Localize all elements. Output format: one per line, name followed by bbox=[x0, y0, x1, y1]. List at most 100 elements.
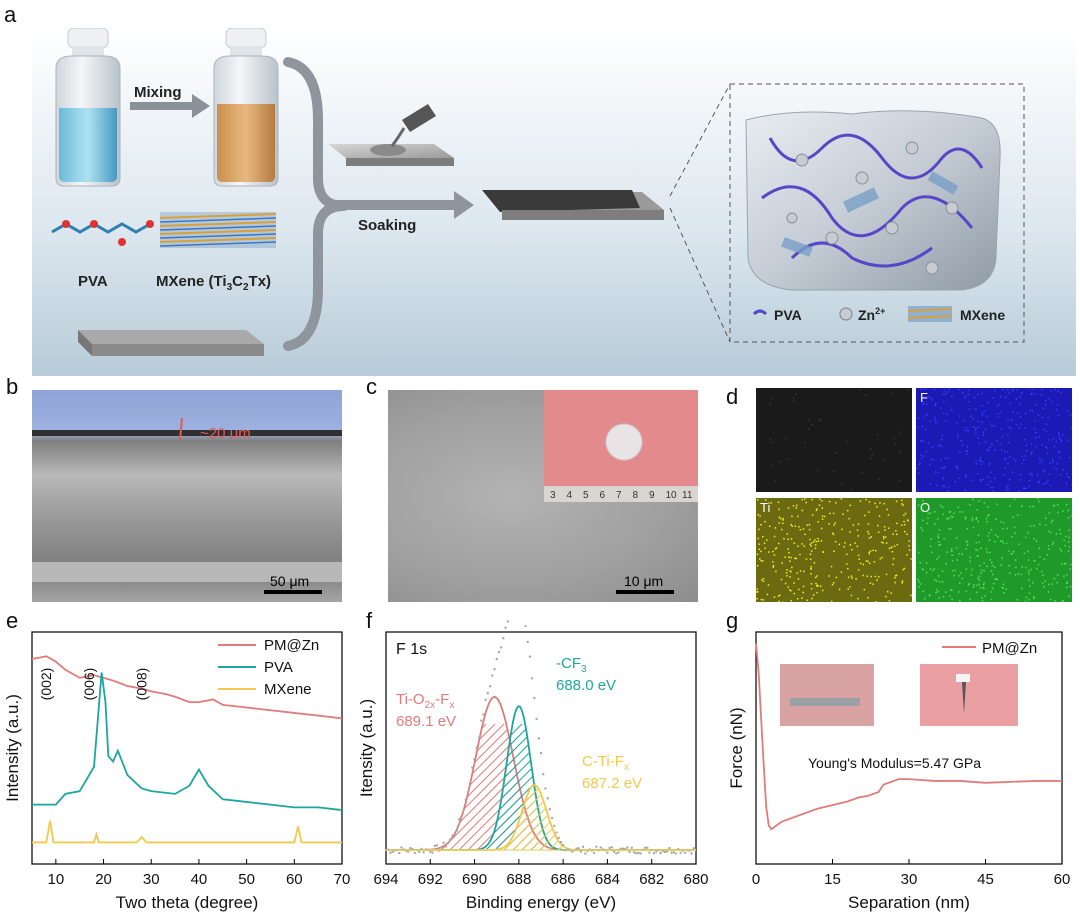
x-axis-label: Separation (nm) bbox=[848, 893, 970, 912]
data-point bbox=[617, 851, 620, 854]
panel-label-b: b bbox=[6, 374, 19, 399]
panel-label-c: c bbox=[366, 374, 377, 399]
x-tick-label: 10 bbox=[48, 871, 65, 888]
data-point bbox=[464, 798, 467, 802]
data-point bbox=[480, 719, 483, 722]
x-tick-label: 0 bbox=[752, 871, 760, 888]
data-point bbox=[449, 838, 452, 841]
x-tick-label: 45 bbox=[977, 871, 994, 888]
panel-label-f: f bbox=[366, 608, 373, 633]
eds-map-tile: F bbox=[916, 388, 1072, 492]
data-point bbox=[460, 815, 463, 818]
x-tick-label: 60 bbox=[286, 871, 303, 888]
data-point bbox=[546, 797, 549, 800]
peak-name-label: Ti-O2x-Fx bbox=[396, 691, 454, 711]
data-point bbox=[577, 847, 580, 850]
data-point bbox=[608, 846, 611, 850]
scale-bar-c-label: 10 μm bbox=[624, 573, 663, 589]
data-point bbox=[530, 677, 534, 680]
plot-frame bbox=[385, 631, 697, 865]
afm-force-chart: 0 15 30 45 60 Separation (nm) Force (nN) PM@Zn Y… bbox=[727, 631, 1071, 912]
series-line-pmzn bbox=[755, 643, 1062, 831]
data-point bbox=[544, 787, 547, 790]
x-tick-label: 60 bbox=[1054, 871, 1071, 888]
legend-label: PVA bbox=[264, 659, 293, 676]
data-point bbox=[539, 751, 543, 755]
y-axis-label: Itensity (a.u.) bbox=[358, 699, 376, 797]
data-point bbox=[471, 766, 474, 769]
data-point bbox=[451, 834, 454, 837]
zoom-lines bbox=[669, 83, 731, 343]
data-point bbox=[442, 841, 445, 844]
series-line-mxene bbox=[32, 820, 342, 844]
data-point bbox=[581, 845, 585, 849]
data-point bbox=[453, 833, 456, 836]
data-point bbox=[674, 852, 678, 855]
data-point bbox=[475, 746, 478, 749]
data-point bbox=[435, 844, 439, 847]
pva-molecule-icon bbox=[51, 220, 154, 246]
xps-chart: 694 692 690 688 686 684 682 680 Binding energy (… bbox=[358, 620, 709, 912]
data-point bbox=[659, 851, 662, 855]
series-line-pmzn bbox=[31, 655, 343, 720]
zoom-box bbox=[729, 83, 1025, 343]
mxene-structure-icon bbox=[159, 212, 277, 248]
x-axis-label: Binding energy (eV) bbox=[466, 893, 616, 912]
data-point bbox=[486, 692, 490, 695]
data-point bbox=[457, 818, 461, 821]
data-point bbox=[599, 846, 602, 849]
data-point bbox=[621, 847, 625, 850]
data-point bbox=[444, 845, 447, 848]
ruler-number: 8 bbox=[633, 490, 639, 501]
x-tick-label: 684 bbox=[595, 871, 620, 888]
data-point bbox=[422, 851, 425, 854]
series-line-pva bbox=[32, 672, 343, 811]
data-point bbox=[610, 846, 614, 849]
data-point bbox=[570, 850, 574, 853]
data-point bbox=[440, 846, 443, 849]
data-point bbox=[488, 684, 492, 688]
soaking-arrow bbox=[332, 191, 474, 219]
data-point bbox=[389, 851, 392, 854]
x-tick-label: 690 bbox=[462, 871, 487, 888]
data-point bbox=[542, 773, 545, 776]
eds-map-tile bbox=[756, 388, 912, 492]
peak-energy-label: 688.0 eV bbox=[556, 677, 616, 694]
data-point bbox=[690, 852, 693, 855]
data-point bbox=[477, 736, 481, 739]
data-point bbox=[635, 852, 638, 855]
data-point bbox=[632, 851, 636, 854]
data-point bbox=[431, 851, 434, 854]
peak-label: (006) bbox=[81, 668, 97, 701]
data-point bbox=[499, 646, 503, 649]
x-tick-label: 692 bbox=[418, 871, 443, 888]
data-point bbox=[612, 850, 616, 853]
x-tick-label: 30 bbox=[143, 871, 160, 888]
data-point bbox=[550, 816, 554, 820]
ruler-number: 3 bbox=[550, 490, 556, 501]
data-point bbox=[497, 650, 501, 654]
data-point bbox=[466, 790, 470, 794]
x-tick-label: 688 bbox=[506, 871, 531, 888]
x-tick-label: 30 bbox=[901, 871, 918, 888]
ruler-number: 4 bbox=[567, 490, 573, 501]
data-point bbox=[579, 850, 583, 853]
sem-cross-section-image: ~20 μm 50 μm bbox=[32, 390, 342, 602]
ruler-number: 11 bbox=[682, 490, 693, 501]
data-point bbox=[615, 852, 618, 855]
data-point bbox=[663, 850, 667, 854]
legend-pva: PVA bbox=[774, 307, 802, 323]
data-point bbox=[526, 640, 529, 644]
ruler-numbers: 3 4 5 6 7 8 9 10 11 bbox=[550, 490, 693, 501]
data-point bbox=[643, 846, 647, 849]
data-point bbox=[420, 847, 423, 850]
peak-name-label: C-Ti-Fx bbox=[582, 753, 629, 773]
data-point bbox=[648, 851, 651, 854]
mixing-arrow bbox=[130, 94, 210, 118]
schematic-panel: Mixing PVA MXene (Ti3C2Tx) bbox=[32, 28, 1076, 376]
data-point bbox=[561, 843, 565, 847]
data-point bbox=[557, 836, 560, 840]
data-point bbox=[493, 668, 496, 671]
x-tick-label: 15 bbox=[824, 871, 841, 888]
xrd-chart: 10 20 30 40 50 60 70 Two theta (degree) Intensit… bbox=[3, 631, 350, 912]
